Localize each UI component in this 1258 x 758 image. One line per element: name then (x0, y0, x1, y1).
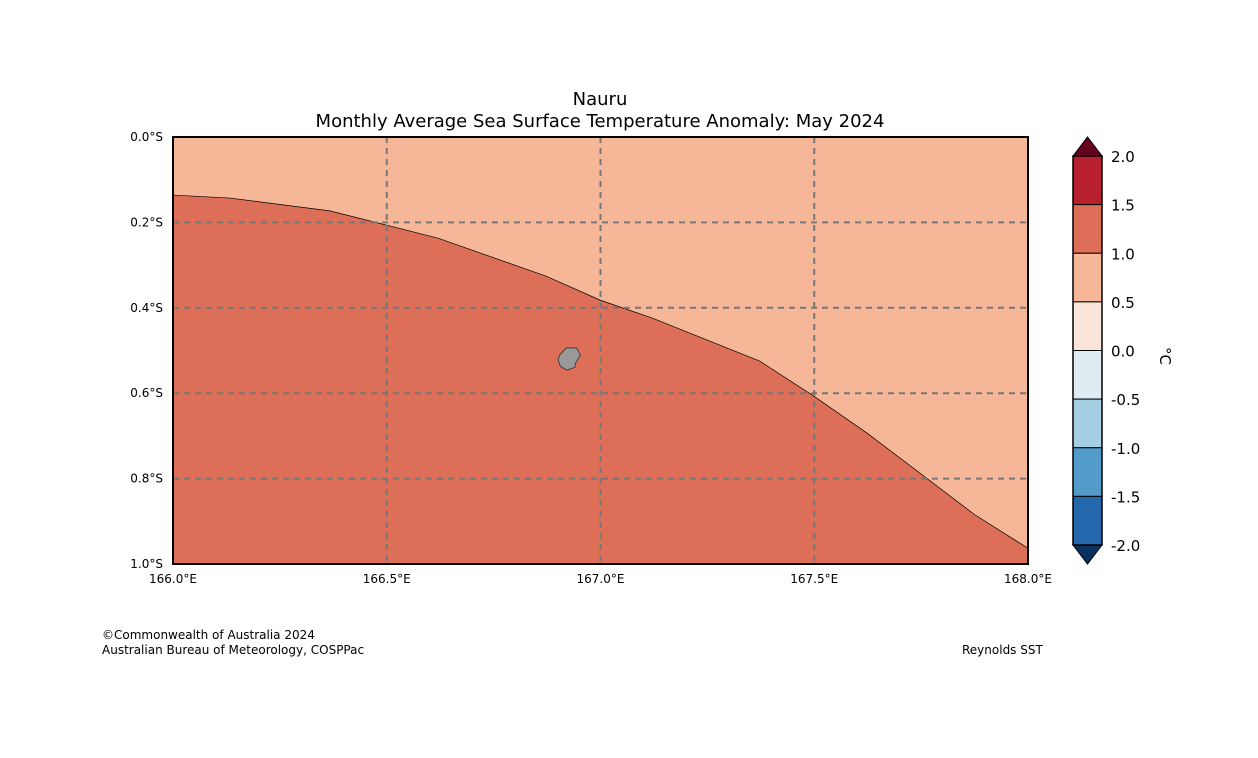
data-source-text: Reynolds SST (962, 643, 1043, 657)
colorbar-band (1072, 447, 1103, 497)
colorbar-tick-label: 0.5 (1111, 294, 1135, 312)
colorbar-band (1072, 155, 1103, 206)
y-tick-label: 1.0°S (130, 557, 163, 571)
map-frame (172, 136, 1029, 565)
map-title: Nauru (573, 89, 628, 110)
x-tick-label: 167.0°E (577, 572, 625, 586)
y-tick-label: 0.6°S (130, 386, 163, 400)
colorbar-band (1072, 398, 1103, 449)
colorbar-band (1072, 350, 1103, 400)
x-tick-label: 166.0°E (149, 572, 197, 586)
colorbar-extend-min (1071, 544, 1104, 565)
colorbar-extend-max (1071, 136, 1104, 157)
copyright-text: ©Commonwealth of Australia 2024 (102, 628, 315, 642)
x-tick-label: 166.5°E (363, 572, 411, 586)
map-subtitle: Monthly Average Sea Surface Temperature … (316, 111, 885, 132)
colorbar-tick-label: -1.0 (1111, 440, 1140, 458)
colorbar-tick-label: -0.5 (1111, 391, 1140, 409)
y-tick-label: 0.8°S (130, 472, 163, 486)
colorbar-tick-label: -1.5 (1111, 488, 1140, 506)
colorbar-unit-label: °C (1156, 347, 1174, 365)
map-area: 166.0°E 166.5°E 167.0°E 167.5°E 168.0°E 0.0°S… (130, 130, 1052, 586)
colorbar-band (1072, 252, 1103, 303)
colorbar-tick-label: 0.0 (1111, 343, 1135, 361)
colorbar-frame (1072, 155, 1103, 546)
colorbar-tick-label: 1.0 (1111, 245, 1135, 263)
colorbar: 2.0 1.5 1.0 0.5 0.0 -0.5 -1.0 -1.5 -2.0 (1071, 136, 1140, 565)
colorbar-tick-label: 1.5 (1111, 197, 1135, 215)
y-tick-label: 0.0°S (130, 130, 163, 144)
x-tick-label: 168.0°E (1004, 572, 1052, 586)
agency-text: Australian Bureau of Meteorology, COSPPa… (102, 643, 365, 657)
colorbar-tick-label: 2.0 (1111, 148, 1135, 166)
contour-line (172, 194, 1029, 549)
y-tick-label: 0.2°S (130, 215, 163, 229)
footer-credits: ©Commonwealth of Australia 2024 Australi… (102, 628, 364, 658)
y-tick-label: 0.4°S (130, 301, 163, 315)
colorbar-band (1072, 204, 1103, 254)
colorbar-band (1072, 495, 1103, 546)
nauru-island (557, 347, 581, 371)
x-tick-label: 167.5°E (790, 572, 838, 586)
colorbar-band (1072, 301, 1103, 351)
colorbar-tick-label: -2.0 (1111, 537, 1140, 555)
